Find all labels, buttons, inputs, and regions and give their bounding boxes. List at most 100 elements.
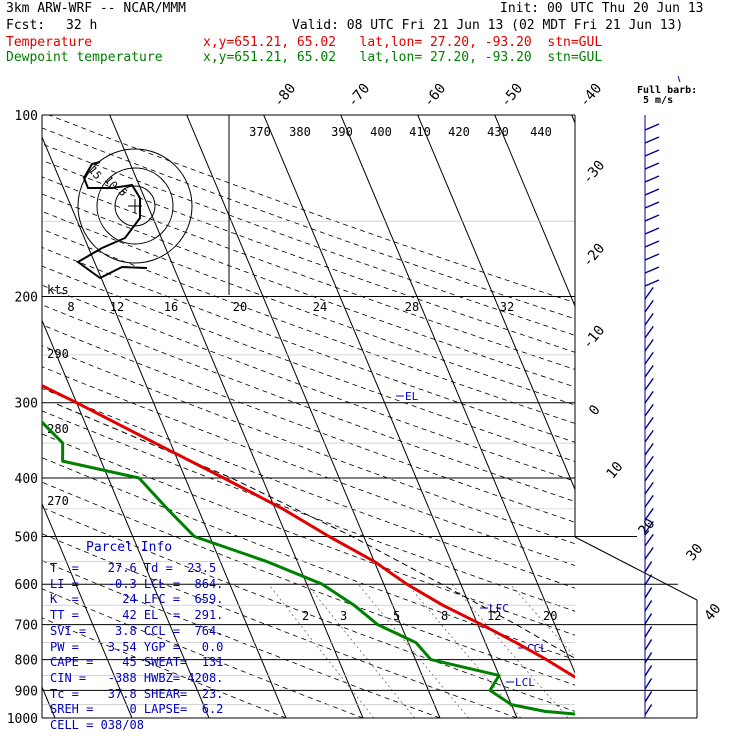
- hodograph-scale-label: 28: [405, 300, 419, 314]
- wind-barb: [644, 626, 653, 638]
- wind-barb-sample: [677, 75, 681, 83]
- level-marker-label: LCL: [515, 676, 535, 689]
- parcel-info-row: K = 24 LFC = 659.: [50, 592, 224, 607]
- level-marker-label: LFC: [489, 602, 509, 615]
- wind-barb: [644, 455, 654, 469]
- parcel-info-row: PW = 3.54 YGP = 0.0: [50, 639, 224, 654]
- parcel-info-row: CAPE = 45 SWEAT= 131: [50, 655, 224, 670]
- pressure-label: 500: [15, 530, 38, 545]
- parcel-info-row: Tc = 37.8 SHEAR= 23.: [50, 686, 224, 701]
- theta-label: 430: [487, 125, 509, 139]
- isotherm-line: [109, 115, 364, 718]
- wind-barb: [644, 429, 654, 443]
- hodograph-scale-label: 12: [110, 300, 124, 314]
- wind-barb: [644, 704, 653, 716]
- hodograph-ring: [96, 167, 174, 245]
- wind-barb: [644, 652, 653, 664]
- dewpoint-location: x,y=651.21, 65.02 lat,lon= 27.20, -93.20…: [203, 50, 603, 65]
- theta-label: 370: [249, 125, 271, 139]
- wind-barb: [644, 312, 654, 326]
- isotherm-label: -30: [580, 158, 609, 188]
- wind-barb: [644, 338, 654, 352]
- level-marker-label: EL: [405, 390, 419, 403]
- pressure-label: 600: [15, 578, 38, 593]
- hodograph-ring: [77, 148, 193, 264]
- wind-barb: [644, 574, 653, 586]
- isotherm-label: -40: [577, 81, 606, 111]
- hodograph-scale-label: 20: [233, 300, 247, 314]
- isotherm-label: 30: [683, 541, 706, 564]
- wind-barb: [644, 416, 654, 430]
- full-barb-unit: 5 m/s: [643, 95, 674, 106]
- wind-barb: [644, 533, 654, 547]
- mixing-ratio-line: [451, 583, 569, 718]
- wind-barb: [644, 149, 660, 157]
- full-barb-label: Full barb:: [637, 85, 698, 96]
- theta-label: 440: [530, 125, 552, 139]
- theta-label: 390: [331, 125, 353, 139]
- wind-barb: [644, 227, 660, 235]
- mixing-ratio-label: 20: [543, 609, 557, 623]
- forecast-hours: 32 h: [66, 18, 98, 33]
- wind-barb: [644, 299, 654, 313]
- isotherm-line: [186, 115, 441, 718]
- theta-label: 400: [370, 125, 392, 139]
- parcel-path: [53, 402, 575, 659]
- isotherm-label: -50: [498, 81, 527, 111]
- mixing-ratio-label: 5: [393, 609, 400, 623]
- theta-label: 420: [448, 125, 470, 139]
- mixing-ratio-label: 2: [302, 609, 309, 623]
- theta-label: 410: [409, 125, 431, 139]
- parcel-info-title: Parcel Info: [86, 540, 173, 555]
- isotherm-label: -20: [580, 241, 609, 271]
- forecast-label: Fcst:: [6, 18, 46, 33]
- wind-barb: [644, 481, 654, 495]
- wind-barb: [644, 201, 660, 209]
- parcel-info-row: CELL = 038/08: [50, 718, 144, 732]
- parcel-info-row: SVI = 3.8 CCL = 764.: [50, 623, 224, 638]
- mixing-ratio-label: 12: [487, 609, 501, 623]
- wind-barb: [644, 665, 653, 677]
- pressure-label: 300: [15, 397, 38, 412]
- dewpoint-trace: [42, 420, 575, 716]
- parcel-info-row: T = 27.6 Td = 23.5: [50, 561, 217, 575]
- isotherm-label: 0: [586, 402, 604, 419]
- isotherm-label: -70: [345, 81, 374, 111]
- parcel-info-row: LI = -0.3 LCL = 864.: [50, 576, 224, 591]
- wind-barb: [644, 442, 654, 456]
- theta-label: 270: [47, 494, 69, 508]
- wind-barb: [644, 136, 660, 144]
- isotherm-line: [340, 115, 575, 675]
- theta-label: 380: [289, 125, 311, 139]
- pressure-label: 400: [15, 472, 38, 487]
- wind-barb: [644, 600, 653, 612]
- wind-barb: [644, 364, 654, 378]
- wind-barb: [644, 390, 654, 404]
- wind-barb: [644, 214, 660, 222]
- wind-barb: [644, 351, 654, 365]
- wind-barb: [644, 678, 653, 690]
- hodograph-scale-label: 8: [67, 300, 74, 314]
- wind-barb: [644, 175, 660, 183]
- hodograph-trace: [76, 161, 148, 280]
- pressure-label: 900: [15, 684, 38, 699]
- mixing-ratio-label: 3: [340, 609, 347, 623]
- isotherm-line: [417, 115, 575, 491]
- wind-barb: [644, 377, 654, 391]
- hodograph-ring-label: 15: [86, 164, 104, 183]
- hodograph-scale-label: 24: [313, 300, 327, 314]
- isotherm-line: [263, 115, 518, 718]
- temperature-location: x,y=651.21, 65.02 lat,lon= 27.20, -93.20…: [203, 35, 603, 50]
- wind-barb: [644, 561, 653, 573]
- isotherm-label: 40: [701, 601, 724, 624]
- valid-time: Valid: 08 UTC Fri 21 Jun 13 (02 MDT Fri …: [292, 18, 684, 33]
- isotherm-line: [42, 319, 210, 718]
- isotherm-label: -80: [271, 81, 300, 111]
- wind-barb: [644, 266, 660, 274]
- plot-right-slant: [574, 536, 698, 601]
- pressure-label: 800: [15, 654, 38, 669]
- temperature-legend: Temperature: [6, 35, 93, 50]
- wind-barb: [644, 639, 653, 651]
- wind-barb: [644, 240, 660, 248]
